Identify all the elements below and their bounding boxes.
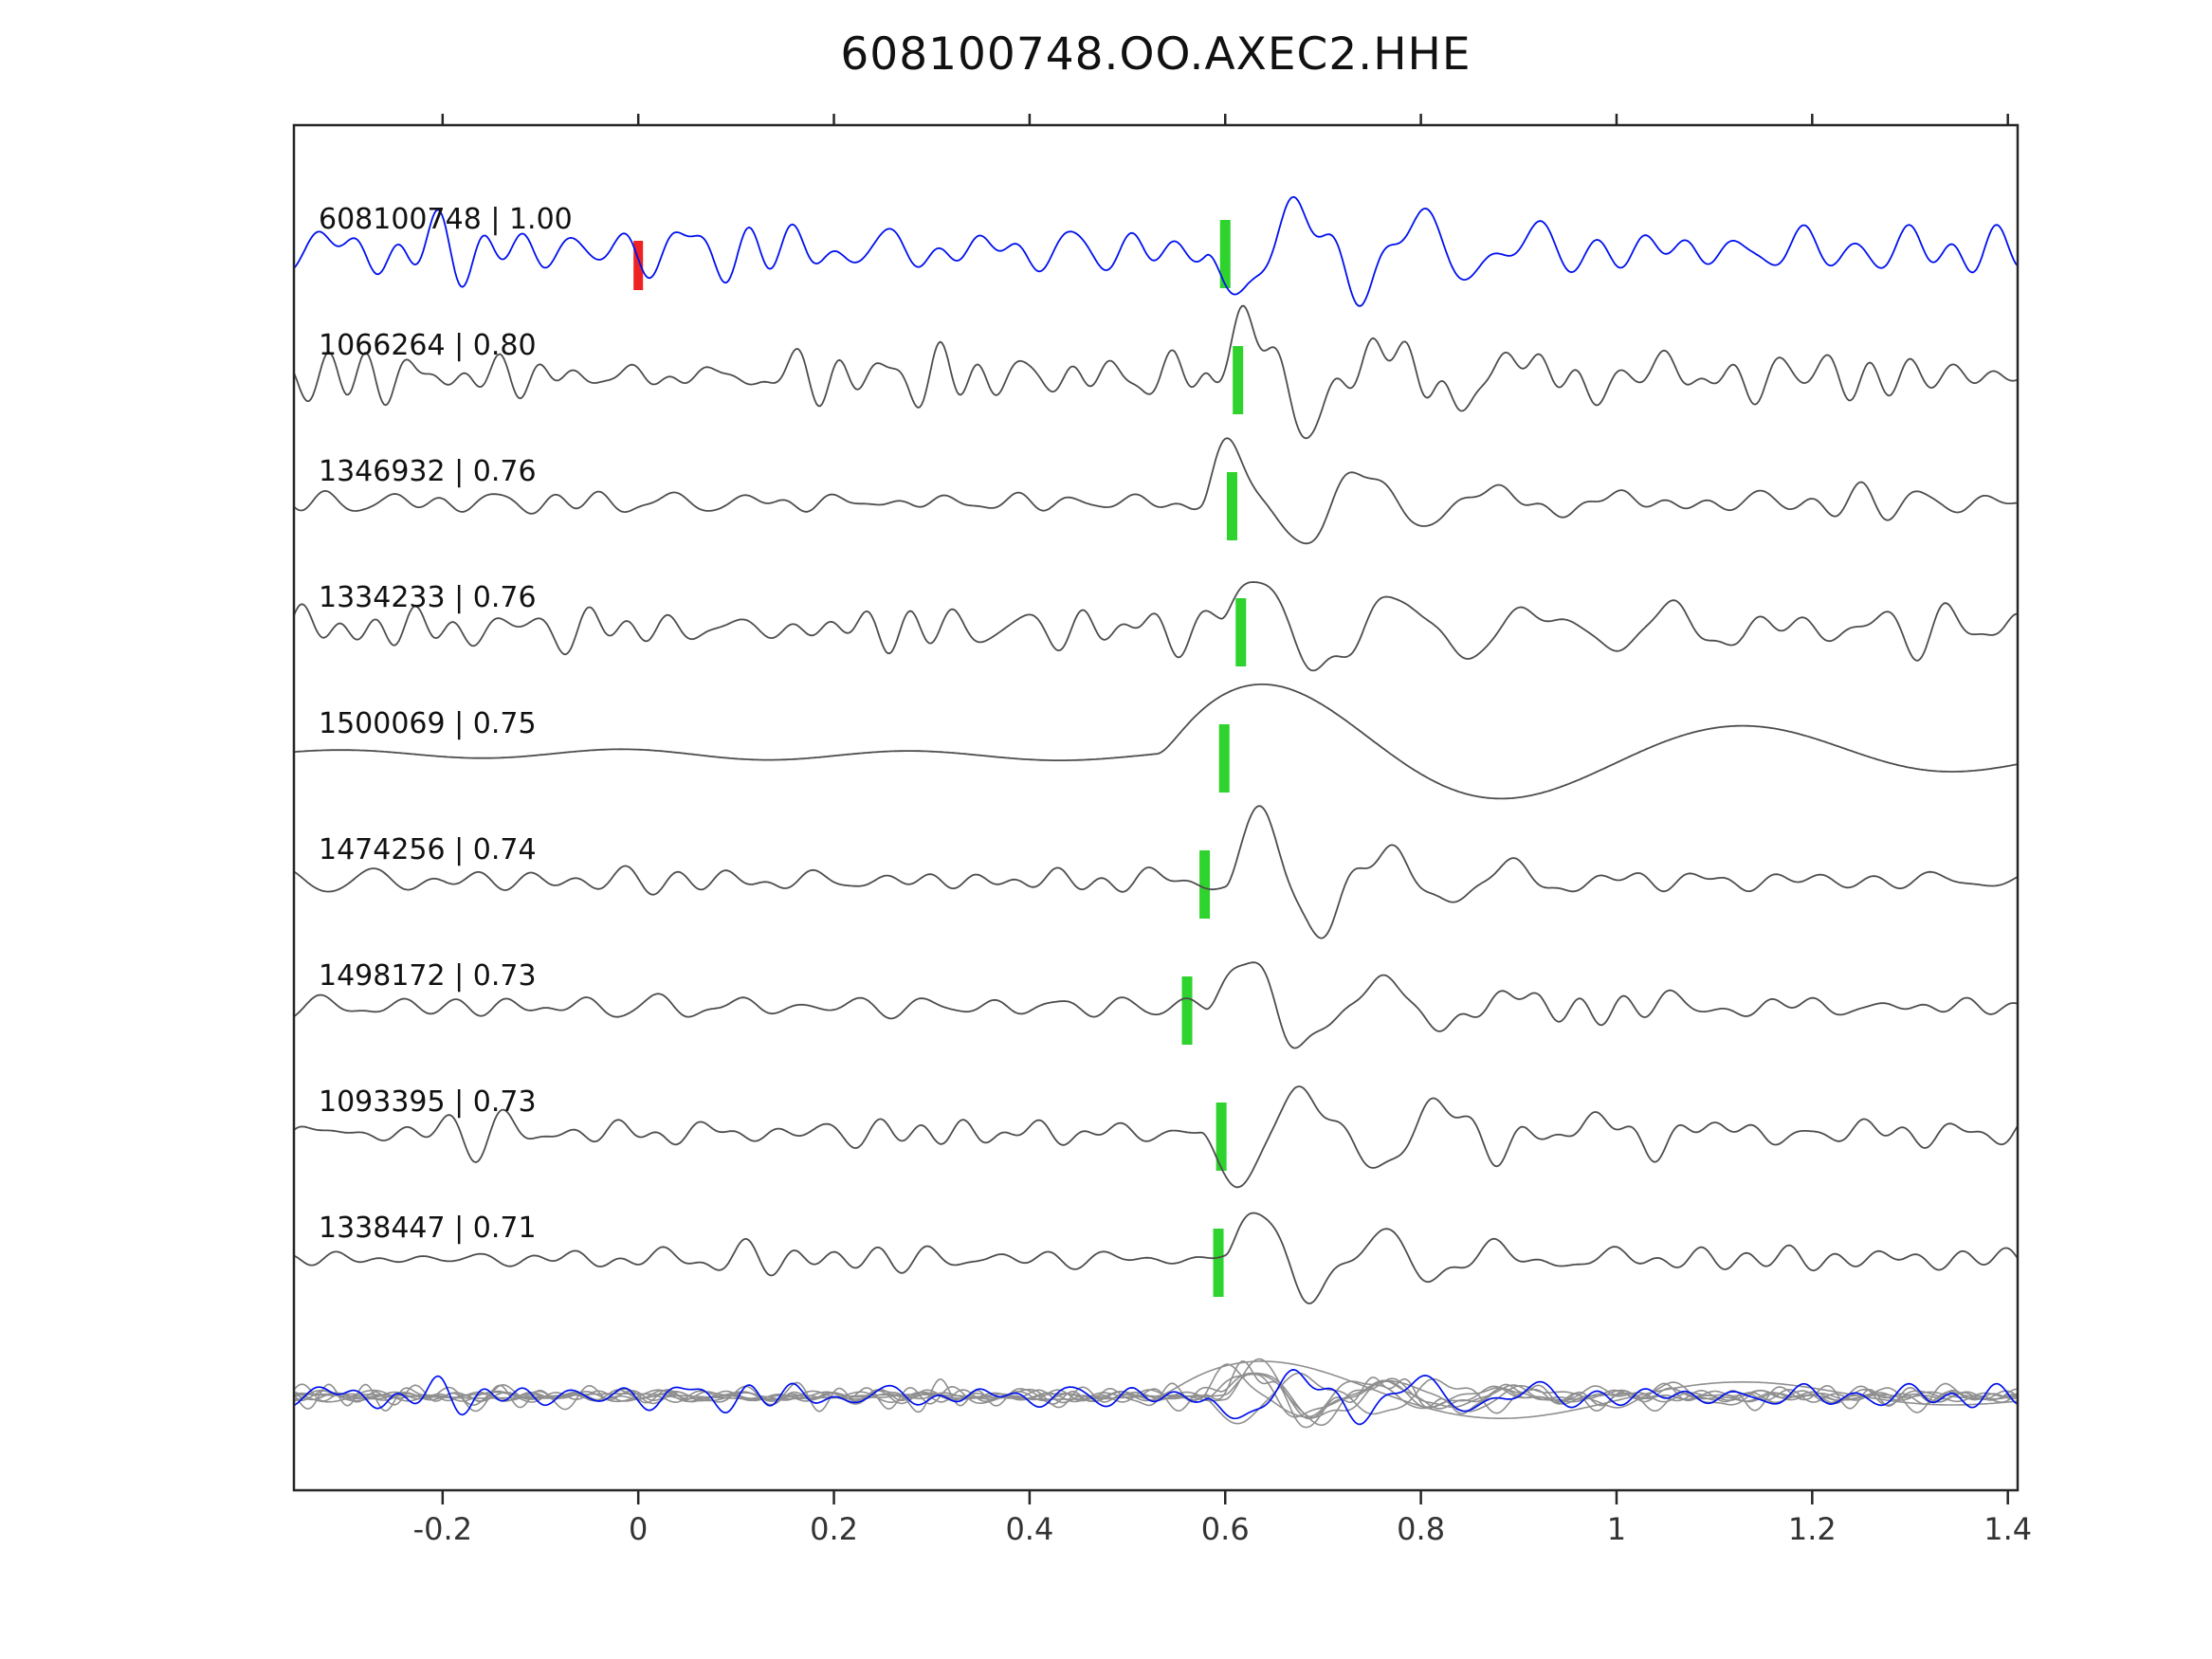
trace-label-1500069: 1500069 | 0.75 xyxy=(319,707,537,740)
pick-marker xyxy=(1216,1103,1227,1171)
pick-marker xyxy=(1233,346,1244,414)
waveform-trace-1093395 xyxy=(293,1085,2019,1189)
waveform-trace-1334233 xyxy=(293,581,2019,672)
x-axis-tick-label: 0.8 xyxy=(1397,1511,1446,1547)
plot-border xyxy=(292,123,2020,1492)
overlay-trace-608100748 xyxy=(293,1369,2019,1426)
pick-marker xyxy=(1199,850,1211,919)
x-axis-tick-label: 1.4 xyxy=(1983,1511,2033,1547)
trace-label-1334233: 1334233 | 0.76 xyxy=(319,581,537,614)
x-axis-tick-label: 0.2 xyxy=(810,1511,858,1547)
overlay-trace-1093395 xyxy=(293,1372,2019,1425)
trace-label-1338447: 1338447 | 0.71 xyxy=(319,1212,537,1245)
x-axis-tick-label: -0.2 xyxy=(412,1511,473,1547)
waveform-trace-608100748 xyxy=(293,196,2019,307)
pick-marker xyxy=(1226,472,1237,540)
x-axis-tick-label: 1 xyxy=(1606,1511,1627,1547)
trace-label-1474256: 1474256 | 0.74 xyxy=(319,833,537,866)
trace-label-1346932: 1346932 | 0.76 xyxy=(319,455,537,488)
x-axis-tick-label: 0.4 xyxy=(1005,1511,1054,1547)
waveform-trace-1498172 xyxy=(293,961,2019,1049)
waveform-trace-1338447 xyxy=(293,1212,2019,1304)
trace-label-1498172: 1498172 | 0.73 xyxy=(319,959,537,993)
overlay-trace-1474256 xyxy=(293,1358,2019,1427)
pick-marker xyxy=(1235,598,1247,666)
pick-marker xyxy=(1218,724,1230,793)
x-axis-tick-label: 0.6 xyxy=(1200,1511,1250,1547)
trace-label-608100748: 608100748 | 1.00 xyxy=(319,203,573,236)
pick-marker xyxy=(1219,220,1231,288)
pick-marker xyxy=(1213,1229,1224,1297)
zero-time-marker xyxy=(633,241,644,290)
waveform-trace-1066264 xyxy=(293,304,2019,440)
x-axis-tick-label: 1.2 xyxy=(1787,1511,1837,1547)
trace-label-1093395: 1093395 | 0.73 xyxy=(319,1085,537,1119)
trace-label-1066264: 1066264 | 0.80 xyxy=(319,329,537,362)
waveform-trace-1474256 xyxy=(293,805,2019,939)
waveform-trace-1346932 xyxy=(293,437,2019,545)
waveform-trace-1500069 xyxy=(293,684,2019,800)
overlay-trace-1498172 xyxy=(293,1373,2019,1418)
pick-marker xyxy=(1181,976,1193,1045)
chart-title: 608100748.OO.AXEC2.HHE xyxy=(840,28,1472,81)
x-axis-tick-label: 0 xyxy=(628,1511,649,1547)
